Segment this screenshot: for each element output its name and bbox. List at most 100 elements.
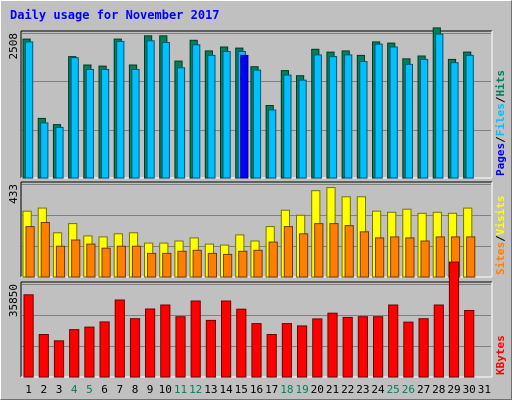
bar-sites-day-23 <box>359 231 369 278</box>
x-tick-label-day-16: 16 <box>250 383 263 396</box>
legend-entry-files: Files <box>494 103 507 136</box>
x-tick-label-day-10: 10 <box>159 383 172 396</box>
bar-kbytes-day-2 <box>38 334 49 378</box>
y-max-label-kbytes: 35850 <box>7 284 20 317</box>
bar-files-day-14 <box>222 51 231 179</box>
x-tick-label-day-9: 9 <box>147 383 154 396</box>
bar-sites-day-4 <box>71 239 81 278</box>
bar-sites-day-19 <box>299 233 309 278</box>
bar-files-day-10 <box>161 42 170 179</box>
x-tick-label-day-31: 31 <box>478 383 491 396</box>
x-tick-label-day-5: 5 <box>86 383 93 396</box>
bar-kbytes-day-8 <box>129 318 141 378</box>
x-tick-label-day-2: 2 <box>40 383 47 396</box>
x-tick-label-day-3: 3 <box>56 383 63 396</box>
bar-kbytes-day-30 <box>464 310 475 378</box>
bar-sites-day-21 <box>329 223 339 278</box>
bar-kbytes-day-7 <box>114 299 125 378</box>
bar-files-day-24 <box>374 43 383 179</box>
bar-sites-day-10 <box>162 252 172 278</box>
bar-kbytes-day-21 <box>327 312 338 378</box>
bar-sites-day-20 <box>314 223 324 278</box>
bar-kbytes-day-27 <box>418 318 429 378</box>
x-tick-label-day-26: 26 <box>402 383 415 396</box>
bar-kbytes-day-22 <box>342 316 353 378</box>
x-tick-label-day-17: 17 <box>265 383 278 396</box>
legend-kbytes: KBytes <box>494 335 507 375</box>
bar-files-day-8 <box>131 69 140 179</box>
bar-sites-day-30 <box>466 236 476 278</box>
bar-pages-day-15 <box>240 54 249 179</box>
legend-entry-hits: Hits <box>494 70 507 97</box>
bar-sites-day-12 <box>192 249 202 278</box>
bar-kbytes-day-24 <box>373 316 384 378</box>
x-tick-label-day-8: 8 <box>132 383 139 396</box>
bar-files-day-1 <box>25 41 34 179</box>
x-tick-label-day-6: 6 <box>101 383 108 396</box>
x-tick-label-day-7: 7 <box>116 383 123 396</box>
bar-sites-day-9 <box>147 252 157 278</box>
bar-kbytes-day-15 <box>236 308 247 378</box>
x-tick-label-day-22: 22 <box>341 383 354 396</box>
bar-sites-day-14 <box>223 253 233 278</box>
bar-files-day-23 <box>359 61 368 179</box>
bar-files-day-4 <box>70 57 79 179</box>
bar-files-day-3 <box>55 126 64 179</box>
legend-separator: / <box>494 136 507 143</box>
x-tick-label-day-25: 25 <box>387 383 400 396</box>
bar-sites-day-25 <box>390 236 400 278</box>
bar-sites-day-3 <box>55 245 66 278</box>
legend-separator: / <box>494 235 507 242</box>
bar-kbytes-day-26 <box>403 321 414 378</box>
bar-sites-day-22 <box>344 225 354 278</box>
x-tick-label-day-12: 12 <box>189 383 202 396</box>
x-tick-label-day-13: 13 <box>204 383 217 396</box>
bar-sites-day-1 <box>25 226 35 278</box>
bar-kbytes-day-9 <box>145 308 156 378</box>
legend-entry-kbytes: KBytes <box>494 335 507 375</box>
bar-kbytes-day-23 <box>357 316 368 378</box>
bar-kbytes-day-28 <box>433 304 444 378</box>
bar-files-day-2 <box>40 122 49 179</box>
bar-files-day-7 <box>116 40 125 179</box>
x-tick-label-day-18: 18 <box>280 383 293 396</box>
legend-separator: / <box>494 96 507 103</box>
bar-kbytes-day-10 <box>160 304 171 378</box>
bar-files-day-9 <box>146 40 155 179</box>
bar-files-day-25 <box>389 46 398 179</box>
bar-kbytes-day-29 <box>448 261 460 378</box>
bar-kbytes-day-19 <box>297 325 308 378</box>
x-tick-label-day-15: 15 <box>235 383 248 396</box>
bar-files-day-28 <box>435 33 444 179</box>
bar-sites-day-28 <box>435 236 445 278</box>
bar-sites-day-11 <box>177 250 187 278</box>
bar-sites-day-8 <box>131 245 142 278</box>
bar-files-day-21 <box>328 56 338 179</box>
bar-sites-day-26 <box>405 237 415 278</box>
x-tick-label-day-11: 11 <box>174 383 187 396</box>
bar-kbytes-day-25 <box>388 304 399 378</box>
bar-kbytes-day-1 <box>23 294 34 378</box>
bar-sites-day-16 <box>253 249 263 278</box>
bar-files-day-22 <box>344 54 353 179</box>
bar-kbytes-day-6 <box>99 321 110 378</box>
bar-sites-day-2 <box>40 222 50 278</box>
legend-entry-visits: Visits <box>494 196 507 236</box>
bar-files-day-16 <box>252 69 262 179</box>
bar-files-day-6 <box>101 69 110 179</box>
legend-visits_sites: Sites/Visits <box>494 196 507 276</box>
bar-sites-day-6 <box>101 247 111 278</box>
bar-kbytes-day-17 <box>266 334 277 378</box>
x-tick-label-day-21: 21 <box>326 383 339 396</box>
bar-sites-day-24 <box>375 237 385 278</box>
bar-files-day-13 <box>207 54 216 179</box>
bar-files-day-17 <box>268 109 277 179</box>
x-tick-label-day-1: 1 <box>25 383 32 396</box>
x-tick-label-day-28: 28 <box>432 383 445 396</box>
bar-files-day-5 <box>85 69 95 179</box>
bar-sites-day-17 <box>268 241 278 278</box>
bar-sites-day-13 <box>207 252 218 278</box>
bar-kbytes-day-12 <box>190 300 201 378</box>
x-tick-label-day-23: 23 <box>356 383 369 396</box>
